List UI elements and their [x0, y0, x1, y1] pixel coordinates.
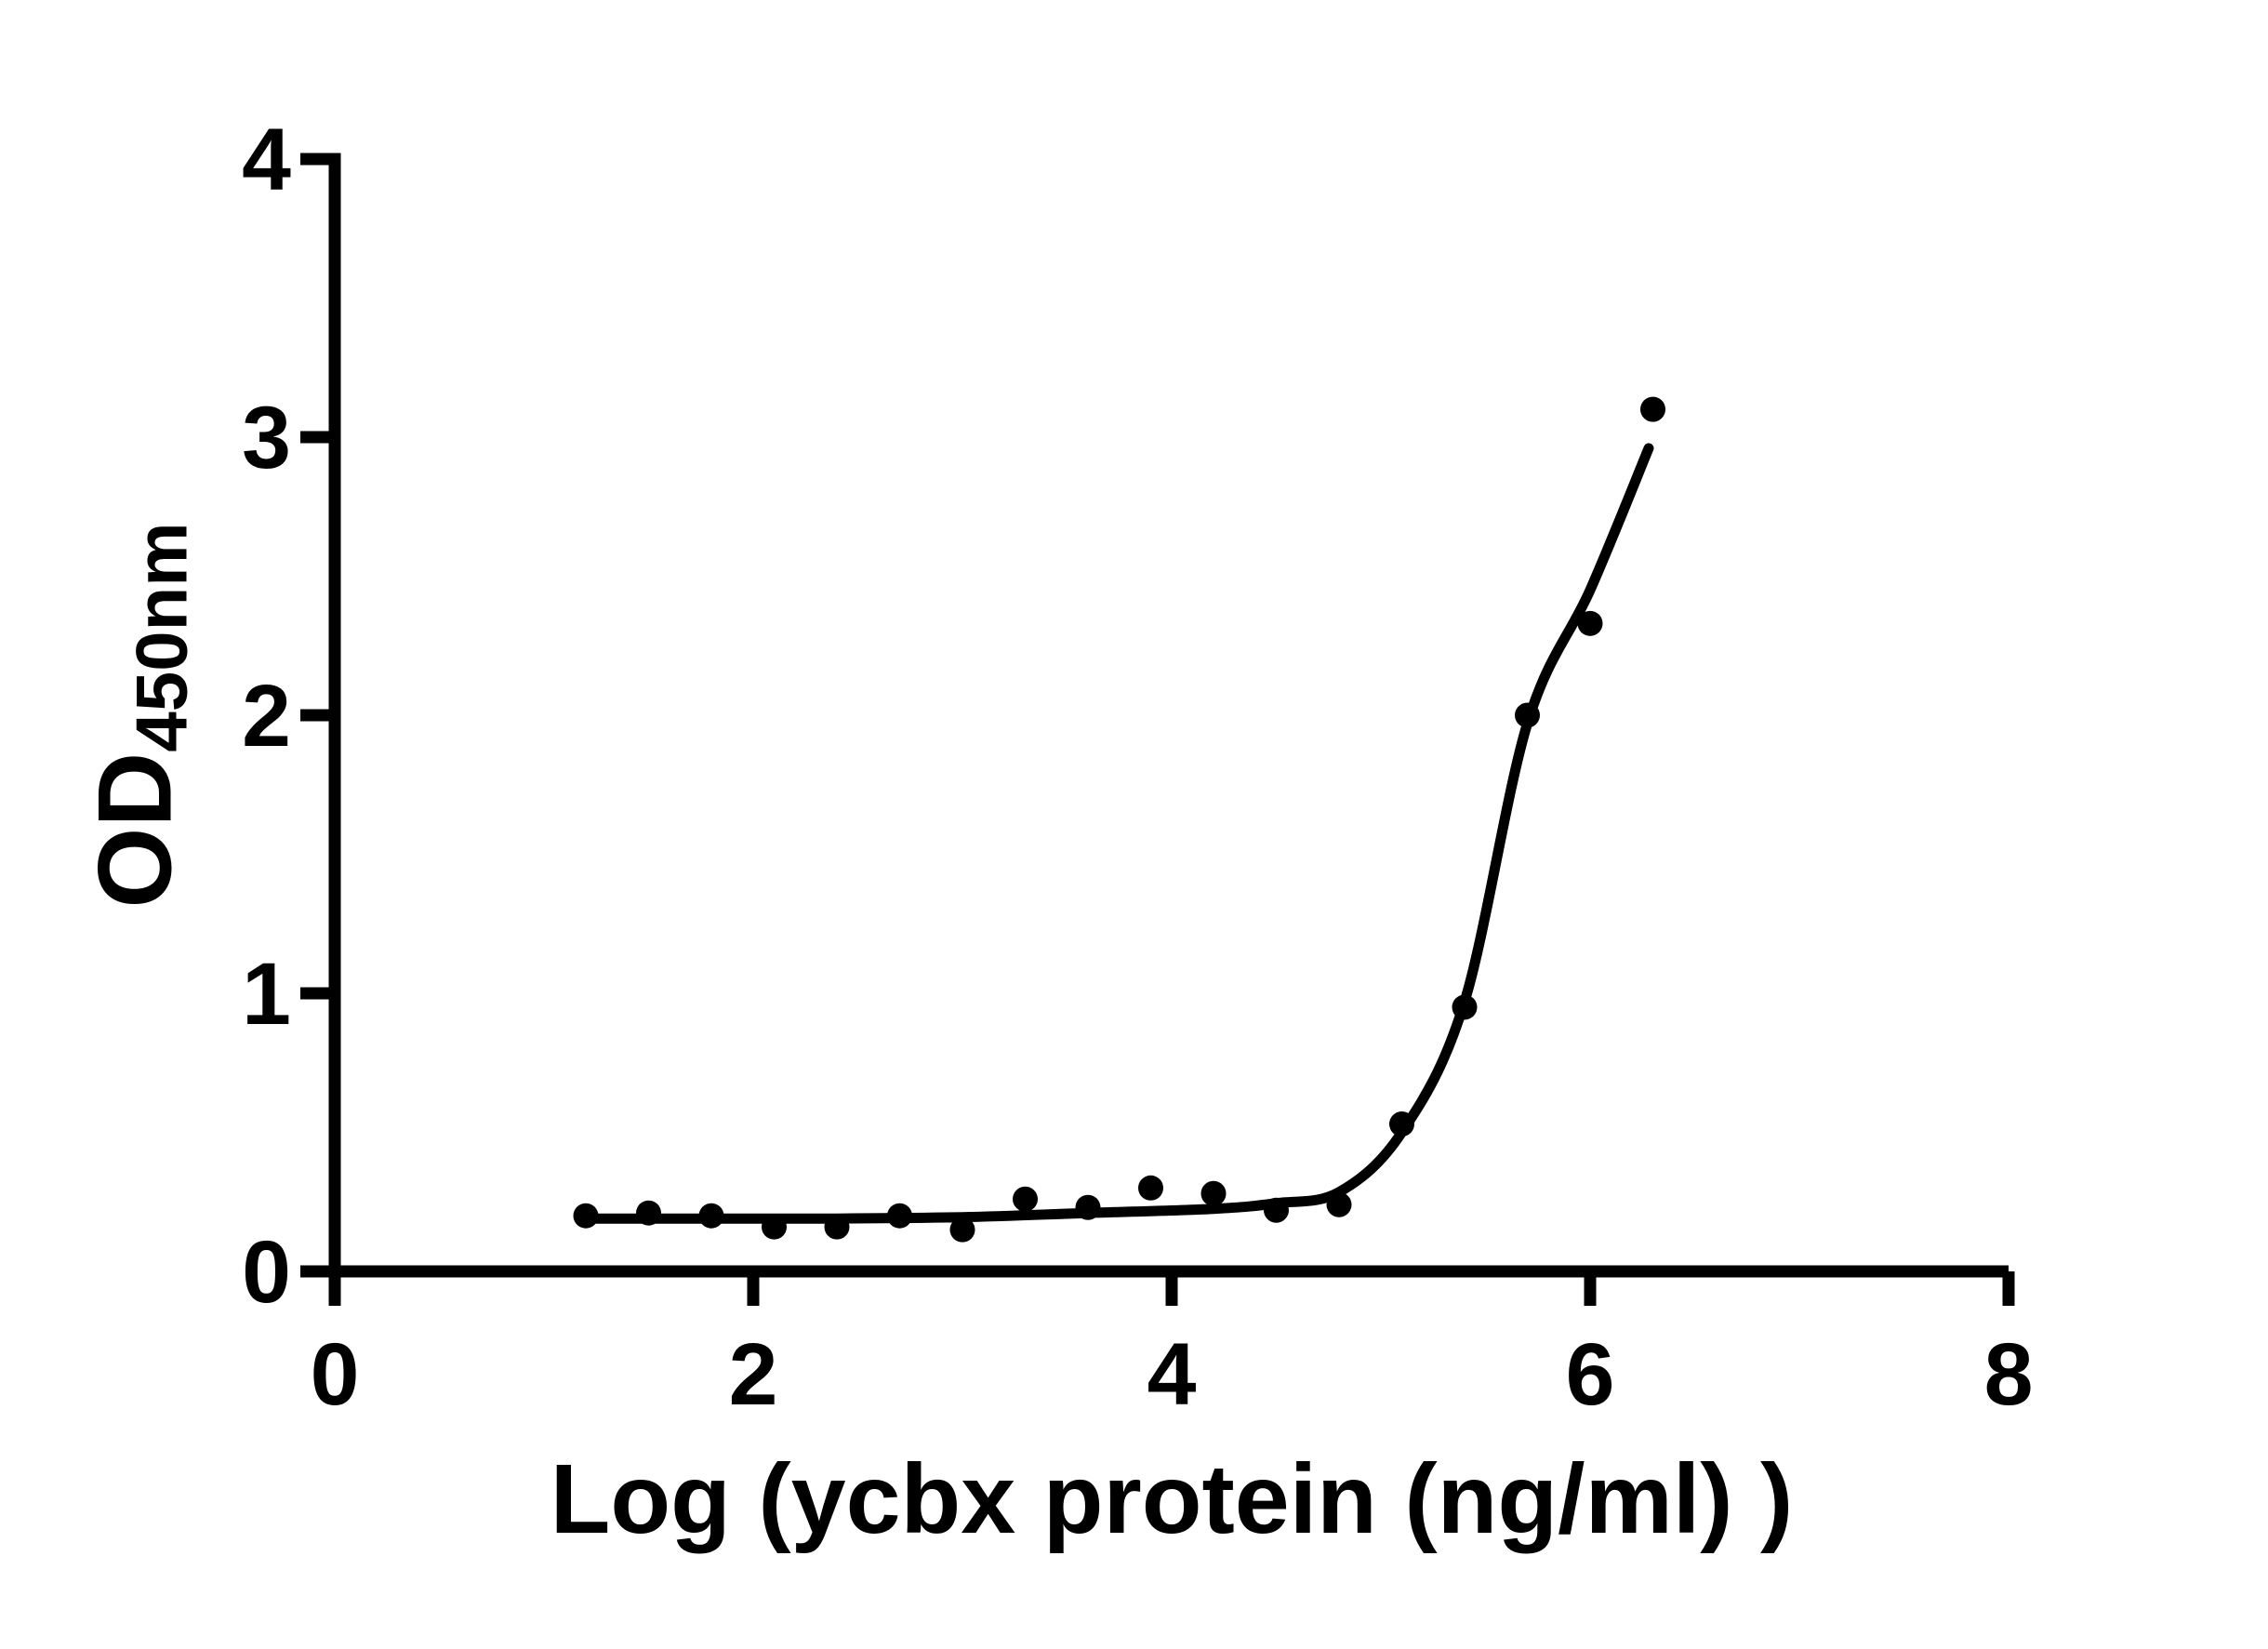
data-point — [573, 1203, 599, 1229]
y-tick-label: 3 — [242, 389, 291, 487]
y-axis-title-main: OD — [76, 751, 193, 909]
x-tick-label: 6 — [1566, 1325, 1615, 1424]
data-point — [887, 1203, 912, 1229]
data-point — [949, 1217, 975, 1243]
y-axis-title: OD450nm — [74, 522, 204, 908]
x-tick-label: 8 — [1984, 1325, 2034, 1424]
y-tick-label: 2 — [242, 667, 291, 765]
data-point — [1013, 1186, 1038, 1212]
data-point — [1577, 610, 1603, 636]
data-point — [698, 1203, 724, 1229]
data-point — [1389, 1111, 1414, 1137]
data-point — [1640, 396, 1665, 422]
data-point — [1326, 1191, 1352, 1217]
data-point — [1452, 994, 1478, 1020]
data-point — [1264, 1197, 1289, 1223]
y-tick-label: 0 — [242, 1223, 291, 1322]
x-tick-label: 0 — [311, 1325, 360, 1424]
data-point — [824, 1214, 850, 1240]
x-tick-label: 2 — [729, 1325, 778, 1424]
y-axis-title-subscript: 450nm — [120, 522, 203, 752]
x-axis-title: Log (ycbx protein (ng/ml) ) — [550, 1444, 1794, 1554]
y-tick-label: 4 — [242, 111, 291, 209]
data-point — [1515, 702, 1540, 728]
data-point — [1200, 1180, 1227, 1206]
data-point — [636, 1200, 661, 1226]
fit-curve — [580, 443, 1654, 1224]
data-point — [1138, 1175, 1163, 1201]
x-tick-label: 4 — [1147, 1325, 1197, 1424]
data-point — [762, 1214, 787, 1240]
y-tick-label: 1 — [242, 945, 291, 1044]
data-point — [1075, 1194, 1101, 1220]
